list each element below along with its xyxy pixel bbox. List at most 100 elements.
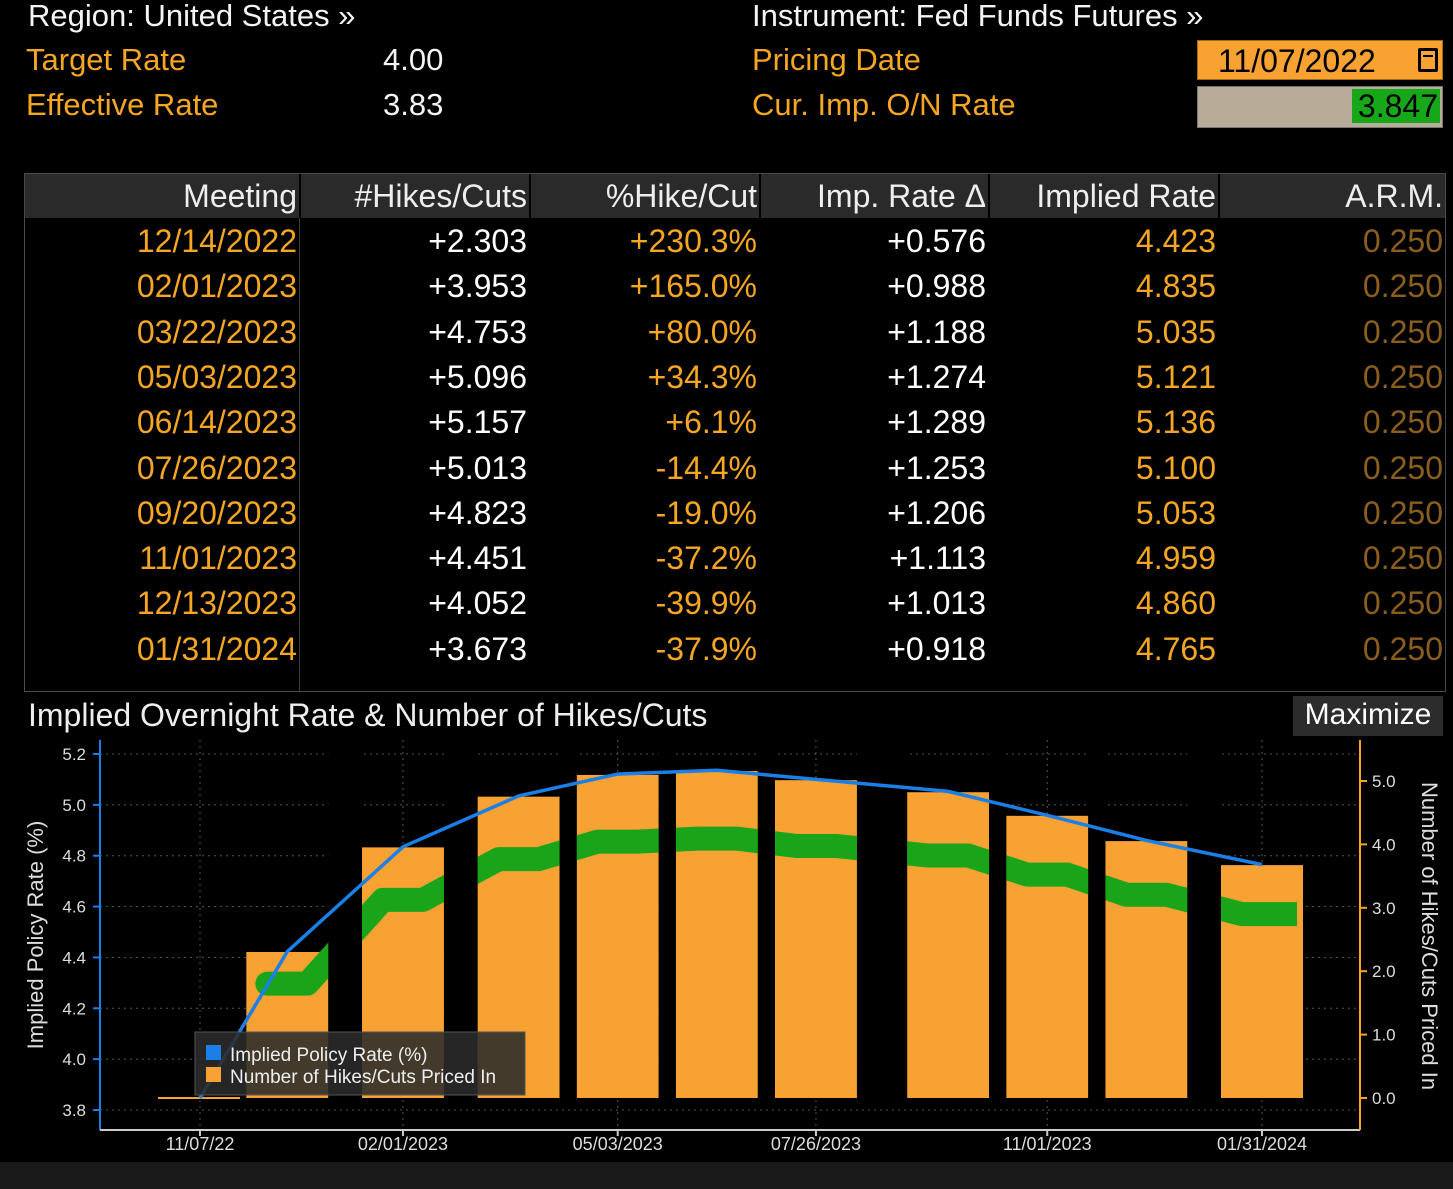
header-divider	[529, 174, 531, 218]
instrument-selector[interactable]: Instrument: Fed Funds Futures »	[752, 0, 1204, 33]
pct-hike-cut-value: +34.3%	[647, 358, 757, 395]
pricing-date-value: 11/07/2022	[1218, 43, 1376, 79]
imp-rate-delta-value: +1.113	[889, 540, 986, 577]
table-row[interactable]: 07/26/2023 +5.013 -14.4% +1.253 5.100 0.250	[25, 446, 1445, 491]
legend-swatch-rate	[206, 1045, 221, 1060]
meeting-date: 03/22/2023	[136, 313, 297, 350]
x-tick-label: 05/03/2023	[573, 1134, 663, 1154]
table-row[interactable]: 12/14/2022 +2.303 +230.3% +0.576 4.423 0.250	[25, 219, 1445, 264]
arm-value: 0.250	[1362, 540, 1443, 577]
implied-rate-value: 5.035	[1135, 313, 1216, 350]
table-row[interactable]: 09/20/2023 +4.823 -19.0% +1.206 5.053 0.250	[25, 491, 1445, 536]
bar-gap	[658, 740, 676, 1098]
table-header: Meeting #Hikes/Cuts %Hike/Cut Imp. Rate …	[25, 174, 1445, 218]
target-rate-label: Target Rate	[26, 42, 187, 77]
y-right-tick-label: 2.0	[1372, 962, 1396, 981]
y-right-tick-label: 0.0	[1372, 1089, 1396, 1108]
arm-value: 0.250	[1362, 585, 1443, 622]
chart-title: Implied Overnight Rate & Number of Hikes…	[28, 697, 708, 733]
arm-value: 0.250	[1362, 223, 1443, 259]
cur-rate-field[interactable]: 3.847	[1197, 86, 1443, 128]
imp-rate-delta-value: +1.274	[887, 358, 986, 395]
meeting-date: 02/01/2023	[136, 268, 297, 305]
status-bar	[0, 1162, 1453, 1189]
header-divider	[1218, 174, 1220, 218]
implied-rate-value: 5.121	[1135, 358, 1216, 395]
hikes-bar	[1006, 815, 1089, 1098]
cur-rate-value: 3.847	[1351, 89, 1440, 123]
bar-gap	[856, 740, 908, 1098]
arm-value: 0.250	[1362, 268, 1443, 305]
pct-hike-cut-value: +230.3%	[629, 223, 757, 259]
hikes-bar	[907, 792, 990, 1098]
y-axis-title: Implied Policy Rate (%)	[23, 821, 48, 1050]
y-right-tick-label: 1.0	[1372, 1026, 1396, 1045]
pct-hike-cut-value: -39.9%	[655, 585, 757, 622]
col-hikes-cuts[interactable]: #Hikes/Cuts	[354, 178, 528, 214]
region-selector[interactable]: Region: United States »	[28, 0, 356, 33]
table-row[interactable]: 02/01/2023 +3.953 +165.0% +0.988 4.835 0.250	[25, 264, 1445, 309]
imp-rate-delta-value: +0.918	[887, 630, 986, 667]
target-rate-value: 4.00	[383, 42, 444, 77]
arm-value: 0.250	[1362, 358, 1443, 395]
hikes-cuts-value: +5.096	[428, 358, 527, 395]
imp-rate-delta-value: +1.206	[887, 494, 986, 531]
hikes-cuts-value: +4.052	[428, 585, 527, 622]
y-tick-label: 4.2	[62, 999, 86, 1018]
col-arm[interactable]: A.R.M.	[1345, 178, 1443, 214]
arm-value: 0.250	[1362, 630, 1443, 667]
implied-rate-value: 5.053	[1135, 494, 1216, 531]
x-tick-label: 01/31/2024	[1217, 1134, 1307, 1154]
maximize-button[interactable]: Maximize	[1293, 696, 1443, 736]
arm-value: 0.250	[1362, 313, 1443, 350]
implied-rate-line	[198, 768, 1263, 1099]
meeting-column-divider	[299, 218, 300, 691]
table-row[interactable]: 03/22/2023 +4.753 +80.0% +1.188 5.035 0.250	[25, 310, 1445, 355]
arm-value: 0.250	[1362, 494, 1443, 531]
chart-legend: Implied Policy Rate (%) Number of Hikes/…	[194, 1031, 526, 1096]
y-right-tick-label: 3.0	[1372, 899, 1396, 918]
table-row[interactable]: 11/01/2023 +4.451 -37.2% +1.113 4.959 0.250	[25, 536, 1445, 581]
pricing-date-field[interactable]: 11/07/2022	[1197, 40, 1443, 80]
hikes-cuts-value: +5.157	[428, 404, 527, 441]
col-meeting[interactable]: Meeting	[183, 178, 297, 214]
y-right-axis-title: Number of Hikes/Cuts Priced In	[1417, 782, 1442, 1090]
implied-rate-value: 4.835	[1135, 268, 1216, 305]
y-tick-label: 3.8	[62, 1101, 86, 1120]
hikes-cuts-value: +3.953	[428, 268, 527, 305]
col-pct-hike-cut[interactable]: %Hike/Cut	[605, 178, 757, 214]
hikes-cuts-value: +2.303	[428, 223, 527, 259]
y-tick-label: 4.4	[62, 948, 86, 967]
implied-rate-value: 4.765	[1135, 630, 1216, 667]
x-tick-label: 07/26/2023	[771, 1134, 861, 1154]
meeting-date: 12/14/2022	[136, 223, 297, 259]
meetings-table: Meeting #Hikes/Cuts %Hike/Cut Imp. Rate …	[24, 173, 1446, 692]
bar-gap	[989, 740, 1007, 1098]
hikes-cuts-value: +5.013	[428, 449, 527, 486]
y-tick-label: 4.6	[62, 898, 86, 917]
table-row[interactable]: 06/14/2023 +5.157 +6.1% +1.289 5.136 0.250	[25, 400, 1445, 445]
pct-hike-cut-value: -37.9%	[655, 630, 757, 667]
implied-rate-value: 5.100	[1135, 449, 1216, 486]
meeting-date: 12/13/2023	[136, 585, 297, 622]
header-divider	[988, 174, 990, 218]
meeting-date: 01/31/2024	[136, 630, 297, 667]
y-tick-label: 4.0	[62, 1050, 86, 1069]
pct-hike-cut-value: -14.4%	[655, 449, 757, 486]
pct-hike-cut-value: +165.0%	[629, 268, 757, 305]
x-tick-label: 11/07/22	[166, 1134, 235, 1154]
table-row[interactable]: 01/31/2024 +3.673 -37.9% +0.918 4.765 0.250	[25, 627, 1445, 672]
col-implied-rate[interactable]: Implied Rate	[1036, 178, 1216, 214]
meeting-date: 05/03/2023	[136, 358, 297, 395]
table-row[interactable]: 12/13/2023 +4.052 -39.9% +1.013 4.860 0.250	[25, 581, 1445, 626]
imp-rate-delta-value: +0.988	[887, 268, 986, 305]
col-imp-rate-delta[interactable]: Imp. Rate Δ	[817, 178, 986, 214]
pct-hike-cut-value: -37.2%	[655, 540, 757, 577]
header-divider	[759, 174, 761, 218]
hikes-bar	[576, 774, 659, 1098]
imp-rate-delta-value: +1.289	[887, 404, 986, 441]
calendar-icon[interactable]	[1418, 48, 1438, 72]
meeting-date: 06/14/2023	[136, 404, 297, 441]
table-row[interactable]: 05/03/2023 +5.096 +34.3% +1.274 5.121 0.250	[25, 355, 1445, 400]
